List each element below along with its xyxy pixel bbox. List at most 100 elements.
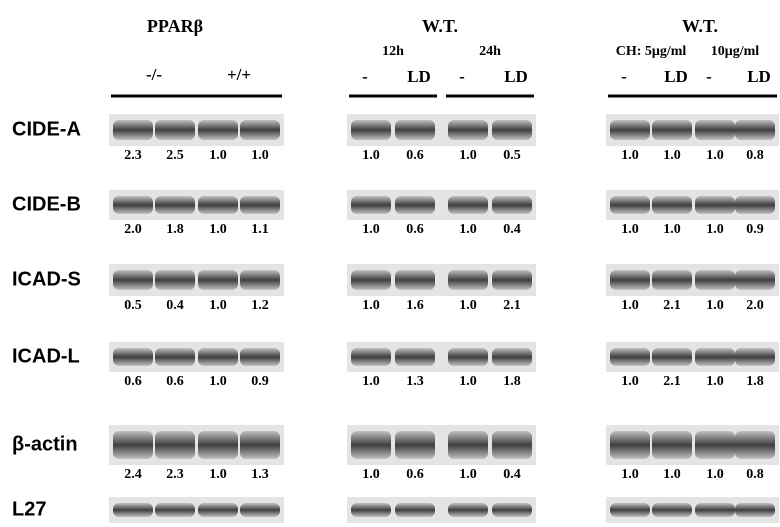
lane-label: - xyxy=(459,67,465,86)
band xyxy=(695,120,735,140)
band xyxy=(652,431,692,459)
quant-value: 0.6 xyxy=(124,374,142,389)
quant-value: 1.0 xyxy=(209,467,227,482)
band xyxy=(113,120,153,140)
quant-value: 1.0 xyxy=(209,374,227,389)
condition-label: CH: 5μg/ml xyxy=(616,44,687,59)
quant-value: 1.0 xyxy=(362,467,380,482)
lane-label: -/- xyxy=(146,65,162,84)
quant-value: 1.0 xyxy=(362,298,380,313)
quant-value: 1.0 xyxy=(706,374,724,389)
quant-value: 0.4 xyxy=(503,467,521,482)
quant-value: 1.1 xyxy=(251,222,269,237)
band xyxy=(652,270,692,290)
quant-value: 0.5 xyxy=(503,148,521,163)
condition-label: 24h xyxy=(479,44,501,59)
band xyxy=(351,431,391,459)
blot-figure: PPARβ-/-+/+W.T.12h-LD24h-LDW.T.CH: 5μg/m… xyxy=(0,0,780,527)
band xyxy=(492,196,532,214)
quant-value: 1.0 xyxy=(706,148,724,163)
band xyxy=(198,431,238,459)
band xyxy=(198,348,238,366)
band xyxy=(113,503,153,517)
band xyxy=(735,503,775,517)
lane-label: LD xyxy=(747,67,771,86)
lane-label: - xyxy=(706,67,712,86)
quant-value: 1.0 xyxy=(706,298,724,313)
band xyxy=(113,431,153,459)
band xyxy=(735,431,775,459)
band xyxy=(695,348,735,366)
lane-label: +/+ xyxy=(227,65,251,84)
band xyxy=(395,196,435,214)
band xyxy=(652,348,692,366)
quant-value: 1.3 xyxy=(406,374,424,389)
band xyxy=(695,196,735,214)
row-label: CIDE-B xyxy=(12,193,81,215)
quant-value: 1.0 xyxy=(362,374,380,389)
quant-value: 0.9 xyxy=(251,374,269,389)
quant-value: 1.0 xyxy=(209,148,227,163)
group-title: W.T. xyxy=(422,16,458,36)
row-label: β-actin xyxy=(12,433,78,455)
row-label: L27 xyxy=(12,498,46,520)
quant-value: 2.3 xyxy=(124,148,142,163)
quant-value: 1.0 xyxy=(362,222,380,237)
quant-value: 2.5 xyxy=(166,148,184,163)
band xyxy=(198,120,238,140)
band xyxy=(492,270,532,290)
quant-value: 1.0 xyxy=(459,467,477,482)
band xyxy=(610,120,650,140)
band xyxy=(240,270,280,290)
quant-value: 1.2 xyxy=(251,298,269,313)
lane-label: LD xyxy=(407,67,431,86)
quant-value: 0.9 xyxy=(746,222,764,237)
quant-value: 1.0 xyxy=(459,148,477,163)
band xyxy=(395,503,435,517)
band xyxy=(448,503,488,517)
quant-value: 1.0 xyxy=(621,467,639,482)
band xyxy=(240,196,280,214)
quant-value: 2.1 xyxy=(503,298,521,313)
quant-value: 1.0 xyxy=(621,298,639,313)
band xyxy=(735,196,775,214)
band xyxy=(113,196,153,214)
lane-label: LD xyxy=(504,67,528,86)
condition-label: 12h xyxy=(382,44,404,59)
band xyxy=(351,120,391,140)
quant-value: 0.4 xyxy=(166,298,184,313)
row-label: CIDE-A xyxy=(12,118,81,140)
band xyxy=(198,503,238,517)
quant-value: 1.0 xyxy=(209,298,227,313)
quant-value: 1.0 xyxy=(209,222,227,237)
quant-value: 1.0 xyxy=(706,467,724,482)
band xyxy=(395,431,435,459)
lane-label: LD xyxy=(664,67,688,86)
quant-value: 1.3 xyxy=(251,467,269,482)
page: PPARβ-/-+/+W.T.12h-LD24h-LDW.T.CH: 5μg/m… xyxy=(0,0,780,527)
quant-value: 1.8 xyxy=(503,374,521,389)
quant-value: 2.1 xyxy=(663,298,681,313)
band xyxy=(155,196,195,214)
band xyxy=(240,348,280,366)
band xyxy=(448,348,488,366)
band xyxy=(113,348,153,366)
band xyxy=(113,270,153,290)
band xyxy=(652,120,692,140)
group-title: W.T. xyxy=(682,16,718,36)
band xyxy=(198,196,238,214)
quant-value: 1.0 xyxy=(663,467,681,482)
band xyxy=(695,503,735,517)
band xyxy=(610,196,650,214)
band xyxy=(198,270,238,290)
lane-label: - xyxy=(621,67,627,86)
quant-value: 2.3 xyxy=(166,467,184,482)
quant-value: 1.0 xyxy=(706,222,724,237)
quant-value: 1.8 xyxy=(166,222,184,237)
quant-value: 1.6 xyxy=(406,298,424,313)
band xyxy=(395,348,435,366)
condition-label: 10μg/ml xyxy=(711,44,759,59)
band xyxy=(652,196,692,214)
band xyxy=(735,120,775,140)
quant-value: 2.1 xyxy=(663,374,681,389)
